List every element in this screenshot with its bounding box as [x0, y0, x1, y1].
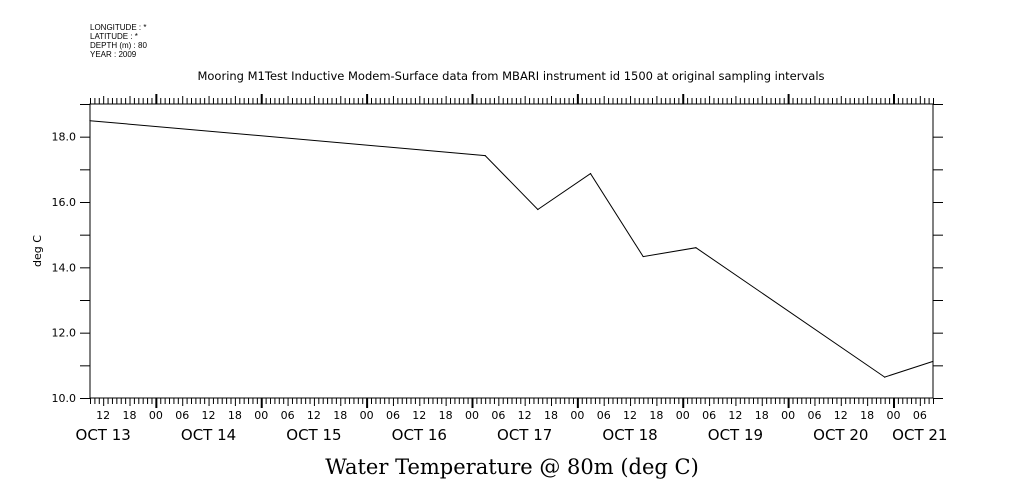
y-tick-label: 10.0: [52, 392, 77, 405]
x-day-label: OCT 14: [181, 426, 236, 444]
x-hour-tick-label: 06: [807, 409, 821, 422]
x-hour-tick-label: 18: [439, 409, 453, 422]
x-day-label: OCT 19: [708, 426, 763, 444]
x-hour-tick-label: 06: [913, 409, 927, 422]
x-hour-tick-label: 06: [386, 409, 400, 422]
data-point: [642, 255, 644, 258]
x-hour-tick-label: 18: [755, 409, 769, 422]
x-day-label: OCT 16: [392, 426, 447, 444]
x-hour-tick-label: 18: [860, 409, 874, 422]
y-axis-label: deg C: [31, 235, 44, 267]
x-hour-tick-label: 18: [544, 409, 558, 422]
x-hour-tick-label: 00: [781, 409, 795, 422]
x-hour-tick-label: 06: [702, 409, 716, 422]
x-hour-tick-label: 00: [570, 409, 584, 422]
x-hour-tick-label: 06: [491, 409, 505, 422]
data-point: [89, 120, 91, 122]
x-hour-tick-label: 12: [412, 409, 426, 422]
data-point: [932, 360, 934, 363]
x-hour-tick-label: 12: [202, 409, 216, 422]
series-line-water-temperature: [89, 120, 934, 378]
x-hour-tick-label: 12: [623, 409, 637, 422]
x-day-label: OCT 17: [497, 426, 552, 444]
data-point: [884, 376, 886, 378]
x-hour-tick-label: 18: [123, 409, 137, 422]
x-hour-tick-label: 00: [886, 409, 900, 422]
x-hour-tick-label: 06: [281, 409, 295, 422]
plot-frame: [89, 103, 934, 399]
x-hour-tick-label: 00: [676, 409, 690, 422]
x-hour-tick-label: 18: [228, 409, 242, 422]
x-hour-tick-label: 00: [360, 409, 374, 422]
y-tick-label: 12.0: [52, 327, 77, 340]
x-day-label: OCT 21: [892, 426, 947, 444]
y-tick-label: 16.0: [52, 196, 77, 209]
data-point: [695, 247, 697, 249]
y-tick-label: 18.0: [52, 131, 77, 144]
x-hour-tick-label: 00: [254, 409, 268, 422]
data-point: [484, 155, 486, 157]
x-day-label: OCT 18: [602, 426, 657, 444]
x-hour-tick-label: 06: [597, 409, 611, 422]
data-point: [537, 208, 539, 211]
x-day-label: OCT 13: [76, 426, 131, 444]
x-day-label: OCT 20: [813, 426, 868, 444]
header-year: YEAR : 2009: [90, 50, 137, 59]
x-axis-label: Water Temperature @ 80m (deg C): [325, 455, 699, 479]
x-hour-tick-label: 00: [465, 409, 479, 422]
x-hour-tick-label: 06: [175, 409, 189, 422]
x-hour-tick-label: 12: [307, 409, 321, 422]
header-latitude: LATITUDE : *: [90, 32, 138, 41]
x-day-label: OCT 15: [286, 426, 341, 444]
header-longitude: LONGITUDE : *: [90, 23, 146, 32]
x-hour-tick-label: 12: [728, 409, 742, 422]
x-hour-tick-label: 18: [333, 409, 347, 422]
chart-title: Mooring M1Test Inductive Modem-Surface d…: [197, 69, 824, 83]
header-depth: DEPTH (m) : 80: [90, 41, 147, 50]
x-hour-tick-label: 12: [96, 409, 110, 422]
x-hour-tick-label: 00: [149, 409, 163, 422]
x-hour-tick-label: 12: [518, 409, 532, 422]
y-tick-label: 14.0: [52, 261, 77, 274]
data-point: [589, 172, 592, 175]
x-hour-tick-label: 12: [834, 409, 848, 422]
x-hour-tick-label: 18: [649, 409, 663, 422]
